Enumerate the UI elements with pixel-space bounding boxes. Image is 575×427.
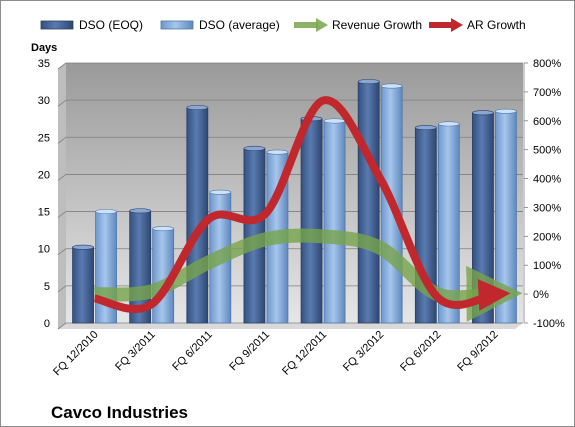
x-tick-label: FQ 6/2011	[170, 329, 215, 374]
bar-dso-average	[323, 120, 346, 324]
bar-top	[152, 226, 174, 232]
right-tick-label: 500%	[533, 145, 561, 157]
left-tick-label: 30	[38, 95, 50, 107]
bar-dso-eoq	[300, 118, 323, 324]
legend-arrowhead	[316, 18, 328, 32]
left-tick-label: 15	[38, 207, 50, 219]
right-tick-label: 600%	[533, 116, 561, 128]
legend-label: DSO (EOQ)	[79, 18, 143, 32]
legend: DSO (EOQ) DSO (average) Revenue Growth AR G…	[40, 18, 526, 32]
chart-title: Cavco Industries	[51, 403, 188, 422]
bar-top	[209, 189, 232, 195]
gridline-side	[57, 99, 67, 107]
legend-swatch	[40, 20, 74, 30]
plot-floor	[58, 323, 523, 329]
left-axis: 0 5 10 15 20 25 30 35	[38, 58, 50, 330]
bar-top	[472, 110, 494, 116]
right-tick-label: 300%	[533, 202, 561, 214]
x-tick-label: FQ 12/2010	[51, 329, 101, 379]
bar-top	[323, 118, 346, 124]
right-tick-label: -100%	[533, 318, 565, 330]
bar-top	[357, 79, 380, 85]
right-tick-label: 0%	[533, 289, 549, 301]
gridline-side	[57, 62, 67, 70]
gridline-side	[57, 322, 67, 330]
bar-top	[438, 121, 460, 127]
y-axis-label: Days	[31, 42, 57, 54]
left-tick-label: 35	[38, 58, 50, 70]
bar-top	[266, 149, 289, 155]
bar-top	[95, 209, 117, 215]
x-tick-label: FQ 3/2011	[113, 329, 158, 374]
x-tick-label: FQ 12/2011	[280, 329, 329, 378]
x-axis: FQ 12/2010 FQ 3/2011 FQ 6/2011 FQ 9/2011 FQ …	[51, 329, 500, 379]
left-tick-label: 0	[44, 318, 50, 330]
legend-label: AR Growth	[467, 18, 526, 32]
legend-label: Revenue Growth	[332, 18, 422, 32]
gridline-side	[57, 174, 67, 181]
left-tick-label: 20	[38, 169, 50, 181]
right-tick-label: 800%	[533, 58, 561, 70]
right-tick-label: 400%	[533, 174, 561, 186]
x-tick-label: FQ 6/2012	[398, 329, 443, 374]
right-tick-label: 700%	[533, 87, 561, 99]
right-tick-label: 100%	[533, 260, 561, 272]
bar-top	[243, 145, 266, 151]
plot-area	[57, 62, 523, 330]
legend-arrowhead	[451, 18, 463, 32]
left-tick-label: 10	[38, 244, 50, 256]
gridline-side	[57, 248, 67, 256]
x-tick-label: FQ 9/2011	[227, 329, 272, 374]
gridline-side	[57, 285, 67, 293]
bar-dso-average	[495, 110, 517, 324]
plot-side-wall	[58, 63, 66, 329]
bar-dso-eoq	[72, 246, 94, 324]
right-tick-label: 200%	[533, 231, 561, 243]
gridline-side	[57, 136, 67, 144]
legend-swatch	[160, 20, 194, 30]
bar-top	[72, 244, 94, 250]
bar-top	[129, 208, 151, 214]
bar-top	[495, 108, 517, 114]
bar-dso-eoq	[186, 107, 209, 324]
x-tick-label: FQ 3/2012	[341, 329, 386, 374]
series-line-ar-growth	[93, 96, 511, 313]
bar-top	[380, 83, 403, 89]
bar-dso-eoq	[357, 81, 380, 324]
x-tick-label: FQ 9/2012	[455, 329, 500, 374]
legend-label: DSO (average)	[199, 18, 280, 32]
bar-top	[186, 105, 209, 111]
left-tick-label: 25	[38, 132, 50, 144]
left-tick-label: 5	[44, 281, 50, 293]
bar-top	[415, 125, 437, 131]
right-axis: -100% 0% 100% 200% 300% 400% 500% 600% 700% 800%	[523, 58, 565, 330]
gridline-side	[57, 211, 67, 218]
